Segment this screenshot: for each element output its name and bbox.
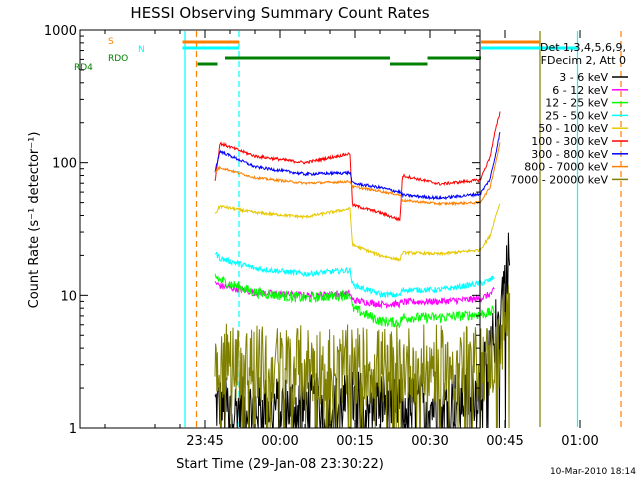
series-line-6 xyxy=(214,131,501,201)
x-axis-label: Start Time (29-Jan-08 23:30:22) xyxy=(176,457,384,472)
series-line-3 xyxy=(214,251,495,299)
legend-label-8: 7000 - 20000 keV xyxy=(510,173,608,186)
x-tick-label-0: 23:45 xyxy=(186,434,223,449)
x-tick-label-1: 00:00 xyxy=(261,434,298,449)
legend-label-3: 25 - 50 keV xyxy=(545,109,608,122)
series-line-7 xyxy=(214,142,501,207)
legend-header-0: Det 1,3,4,5,6,9, xyxy=(540,41,626,54)
flags-layer: S N RDO RD4 xyxy=(74,37,578,73)
x-tick-label-2: 00:15 xyxy=(336,434,373,449)
y-axis-label: Count Rate (s⁻¹ detector⁻¹) xyxy=(27,132,42,309)
series-line-2 xyxy=(214,273,495,329)
flag-label-0: S xyxy=(108,37,114,47)
legend-label-1: 6 - 12 keV xyxy=(552,84,608,97)
y-tick-label-1: 10 xyxy=(60,289,77,304)
legend-label-5: 100 - 300 keV xyxy=(531,135,608,148)
legend-label-6: 300 - 800 keV xyxy=(531,148,608,161)
x-tick-label-5: 01:00 xyxy=(561,434,598,449)
y-tick-label-3: 1000 xyxy=(44,24,77,39)
y-tick-label-2: 100 xyxy=(52,157,77,172)
series-layer xyxy=(214,111,511,430)
legend-label-2: 12 - 25 keV xyxy=(545,97,608,110)
legend-label-0: 3 - 6 keV xyxy=(559,71,608,84)
flag-label-2: RDO xyxy=(108,54,128,64)
x-tick-label-3: 00:30 xyxy=(411,434,448,449)
flag-label-3: RD4 xyxy=(74,63,93,73)
series-line-5 xyxy=(214,111,501,222)
flag-label-1: N xyxy=(138,45,145,55)
footer-date: 10-Mar-2010 18:14 xyxy=(550,467,636,477)
legend: Det 1,3,4,5,6,9,FDecim 2, Att 0 3 - 6 keV… xyxy=(510,41,628,186)
x-tick-label-4: 00:45 xyxy=(486,434,523,449)
legend-label-7: 800 - 7000 keV xyxy=(524,161,608,174)
ticks-layer: 23:45 00:00 00:15 00:30 00:45 01:00 1 10 100 1000 xyxy=(44,24,599,449)
series-line-8 xyxy=(214,285,511,429)
chart-title: HESSI Observing Summary Count Rates xyxy=(130,4,429,22)
series-line-4 xyxy=(214,203,501,263)
y-tick-label-0: 1 xyxy=(69,422,77,437)
legend-header-1: FDecim 2, Att 0 xyxy=(541,54,626,67)
legend-label-4: 50 - 100 keV xyxy=(538,122,608,135)
